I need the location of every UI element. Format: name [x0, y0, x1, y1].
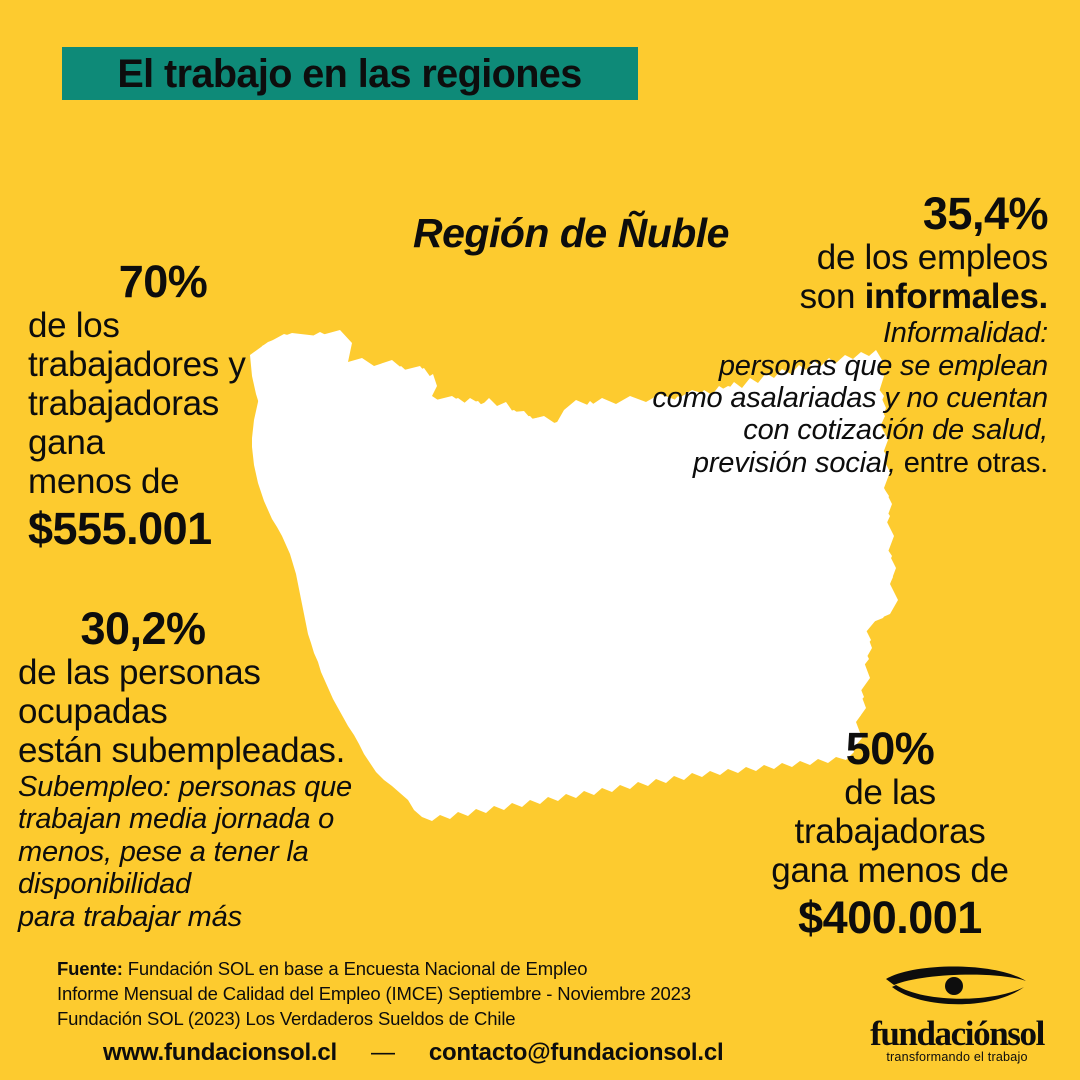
- email-link[interactable]: contacto@fundacionsol.cl: [428, 1039, 724, 1066]
- stat-line: gana: [28, 422, 105, 462]
- stat-note-italic: previsión social,: [692, 446, 896, 479]
- region-title: Región de Ñuble: [0, 213, 1080, 254]
- stat-line: están subempleadas.: [18, 731, 346, 771]
- stat-block-underemployment: 30,2% de las personas ocupadas están sub…: [18, 603, 418, 933]
- stat-line-emphasis: informales.: [864, 277, 1049, 317]
- stat-figure-wage-women: 50%: [845, 723, 935, 774]
- stat-figure-underemployment: 30,2%: [80, 603, 206, 654]
- stat-line-prefix: son: [799, 277, 865, 317]
- stat-line: gana menos de: [771, 851, 1009, 891]
- stat-note-line: personas que se emplean: [718, 349, 1048, 382]
- separator-dash: —: [371, 1039, 395, 1066]
- source-line-2: Informe Mensual de Calidad del Empleo (I…: [57, 982, 691, 1004]
- stat-note-plain: entre otras.: [895, 446, 1049, 479]
- stat-line: menos de: [28, 461, 180, 501]
- stat-note-line: con cotización de salud,: [743, 414, 1048, 447]
- title-banner: El trabajo en las regiones: [62, 47, 638, 100]
- stat-line: de los: [28, 306, 120, 346]
- logo-tagline: transformando el trabajo: [886, 1050, 1028, 1065]
- stat-note-line: Informalidad:: [882, 317, 1048, 350]
- contact-bar: www.fundacionsol.cl — contacto@fundacion…: [57, 1039, 724, 1067]
- source-note: Fuente: Fundación SOL en base a Encuesta…: [57, 957, 691, 1031]
- stat-line: trabajadoras: [794, 812, 986, 852]
- stat-note-line: para trabajar más: [18, 900, 242, 933]
- stat-line: trabajadoras: [28, 384, 219, 424]
- stat-line: de las: [844, 773, 936, 813]
- stat-note-line: disponibilidad: [18, 868, 191, 901]
- stat-amount-wage-women: $400.001: [798, 891, 982, 943]
- stat-block-informality: 35,4% de los empleos son informales. Inf…: [588, 188, 1049, 479]
- stat-line-informales: son informales.: [588, 277, 1049, 317]
- stat-line: de los empleos: [816, 238, 1049, 278]
- stat-note-line-mixed: previsión social, entre otras.: [588, 447, 1048, 479]
- region-title-text: Región de Ñuble: [413, 210, 729, 256]
- stat-figure-wage-all: 70%: [118, 256, 208, 307]
- stat-note-line: como asalariadas y no cuentan: [652, 382, 1048, 415]
- stat-note-line: trabajan media jornada o: [18, 803, 335, 836]
- fundacion-sol-logo[interactable]: fundaciónsol transformando el trabajo: [852, 966, 1062, 1065]
- stat-line: de las personas: [18, 653, 261, 693]
- stat-block-wage-women: 50% de las trabajadoras gana menos de $4…: [730, 723, 1050, 944]
- eye-icon: [882, 965, 1032, 1016]
- stat-line: ocupadas: [18, 692, 168, 732]
- source-line-1: Fuente: Fundación SOL en base a Encuesta…: [57, 957, 691, 982]
- source-line-1-rest: Fundación SOL en base a Encuesta Naciona…: [122, 958, 588, 979]
- source-label: Fuente:: [57, 958, 123, 979]
- website-link[interactable]: www.fundacionsol.cl: [103, 1039, 337, 1066]
- logo-wordmark: fundaciónsol: [870, 1013, 1045, 1053]
- source-line-3: Fundación SOL (2023) Los Verdaderos Suel…: [57, 1007, 516, 1029]
- footer: Fuente: Fundación SOL en base a Encuesta…: [0, 950, 1080, 1080]
- stat-line: trabajadores y: [28, 345, 246, 385]
- stat-block-wage-all: 70% de los trabajadores y trabajadoras g…: [28, 256, 298, 555]
- stat-note-line: Subempleo: personas que: [18, 770, 352, 803]
- page-title: El trabajo en las regiones: [117, 51, 583, 96]
- stat-note-line: menos, pese a tener la: [18, 835, 309, 868]
- stat-amount-wage-all: $555.001: [28, 502, 212, 554]
- stat-figure-informality: 35,4%: [922, 188, 1049, 239]
